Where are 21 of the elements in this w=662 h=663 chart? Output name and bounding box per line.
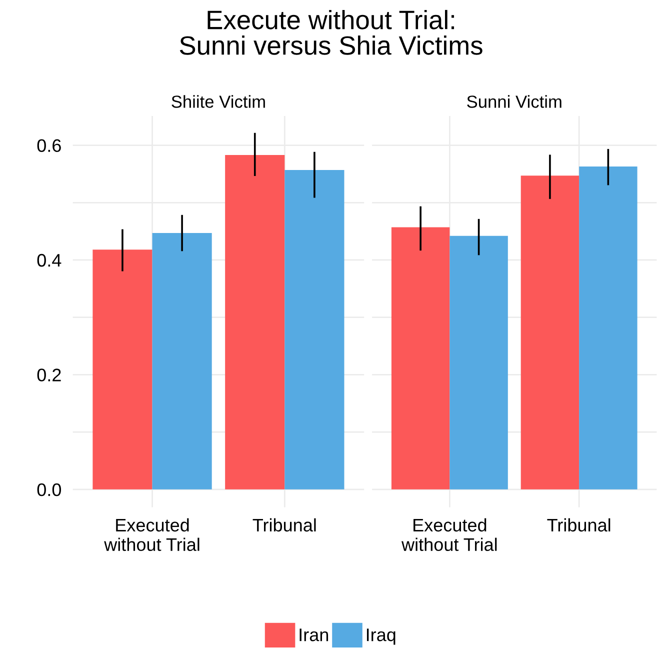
- bar: [225, 155, 285, 490]
- bar: [520, 176, 580, 490]
- x-tick-label: Tribunal: [252, 518, 316, 532]
- bar: [152, 233, 212, 490]
- y-tick-label: 0.2: [37, 368, 61, 382]
- bar: [579, 166, 638, 490]
- chart-subtitle: Shiite Victim: [172, 95, 265, 108]
- x-tick-label: Executed without Trial: [104, 518, 200, 552]
- chart-title: Execute without Trial: Sunni versus Shia Victims: [180, 10, 482, 55]
- y-tick-label: 0.0: [37, 483, 62, 496]
- bar: [284, 170, 344, 490]
- bar: [450, 236, 508, 490]
- chart-subtitle: Sunni Victim: [467, 95, 562, 108]
- x-tick-label: Executed without Trial: [401, 518, 497, 552]
- x-tick-label: Tribunal: [547, 518, 610, 532]
- bar: [92, 250, 152, 490]
- y-tick-label: 0.4: [37, 254, 62, 267]
- legend-label: Iran: [300, 628, 328, 642]
- y-tick-label: 0.6: [37, 139, 61, 152]
- legend-label: Iraq: [366, 628, 396, 645]
- bar: [391, 227, 450, 490]
